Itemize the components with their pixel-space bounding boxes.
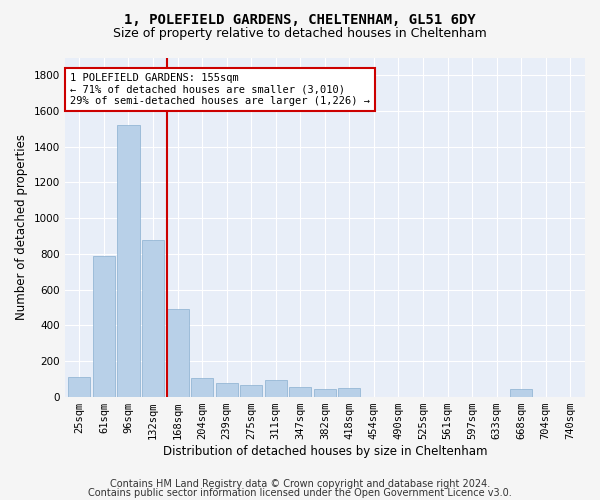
- Bar: [240, 385, 262, 396]
- Bar: [215, 383, 238, 396]
- Bar: [68, 377, 91, 396]
- Bar: [510, 390, 532, 396]
- Bar: [289, 387, 311, 396]
- Bar: [338, 388, 361, 396]
- X-axis label: Distribution of detached houses by size in Cheltenham: Distribution of detached houses by size …: [163, 444, 487, 458]
- Bar: [118, 126, 140, 396]
- Text: Size of property relative to detached houses in Cheltenham: Size of property relative to detached ho…: [113, 28, 487, 40]
- Bar: [167, 309, 188, 396]
- Y-axis label: Number of detached properties: Number of detached properties: [15, 134, 28, 320]
- Bar: [314, 390, 336, 396]
- Bar: [93, 256, 115, 396]
- Text: 1 POLEFIELD GARDENS: 155sqm
← 71% of detached houses are smaller (3,010)
29% of : 1 POLEFIELD GARDENS: 155sqm ← 71% of det…: [70, 73, 370, 106]
- Bar: [191, 378, 213, 396]
- Text: 1, POLEFIELD GARDENS, CHELTENHAM, GL51 6DY: 1, POLEFIELD GARDENS, CHELTENHAM, GL51 6…: [124, 12, 476, 26]
- Bar: [265, 380, 287, 396]
- Bar: [142, 240, 164, 396]
- Text: Contains public sector information licensed under the Open Government Licence v3: Contains public sector information licen…: [88, 488, 512, 498]
- Text: Contains HM Land Registry data © Crown copyright and database right 2024.: Contains HM Land Registry data © Crown c…: [110, 479, 490, 489]
